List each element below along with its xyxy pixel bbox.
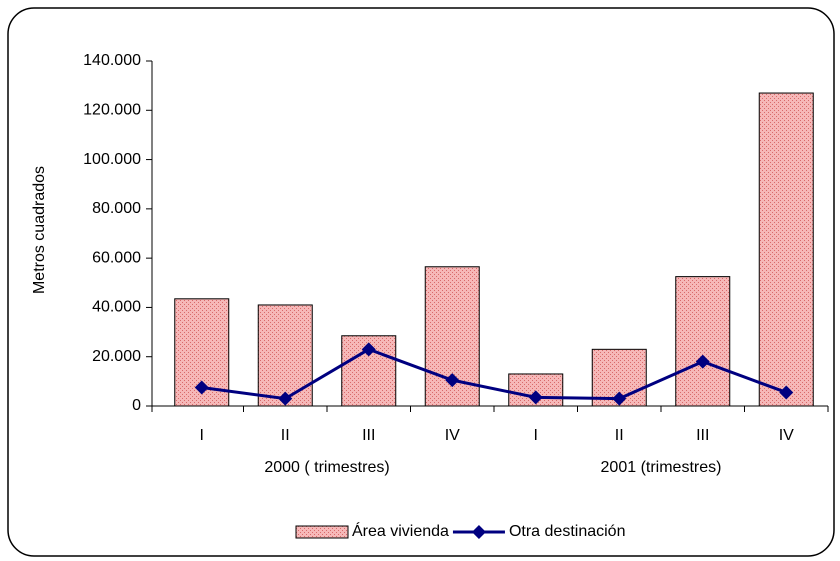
x-tick-label: II [615, 427, 624, 444]
bar [257, 304, 313, 407]
legend-marker [471, 525, 486, 539]
legend-swatch [295, 525, 349, 539]
line-marker [528, 390, 543, 405]
line-marker [194, 380, 209, 395]
x-tick-label: IV [445, 427, 460, 444]
category-group-label: 2000 ( trimestres) [264, 459, 389, 476]
x-tick-label: II [281, 427, 290, 444]
line-marker [695, 354, 710, 369]
y-axis-title: Metros cuadrados [31, 166, 48, 294]
y-tick-label: 120.000 [83, 102, 141, 119]
line [201, 347, 787, 401]
x-tick-label: IV [779, 427, 794, 444]
chart-frame [7, 7, 835, 557]
legend-label: Área vivienda [352, 521, 449, 540]
bar [758, 92, 814, 407]
bar [675, 276, 731, 407]
y-tick-label: 60.000 [92, 249, 141, 266]
y-tick-label: 40.000 [92, 299, 141, 316]
line-marker [779, 385, 794, 400]
line-marker [278, 391, 293, 406]
y-tick-label: 100.000 [83, 151, 141, 168]
x-tick-label: III [696, 427, 709, 444]
category-group-label: 2001 (trimestres) [601, 459, 722, 476]
x-tick-label: III [362, 427, 375, 444]
y-tick-label: 140.000 [83, 52, 141, 69]
line-marker [612, 391, 627, 406]
x-tick-label: I [534, 427, 538, 444]
x-tick-label: I [200, 427, 204, 444]
y-tick-label: 20.000 [92, 348, 141, 365]
line-marker [445, 373, 460, 388]
y-tick-label: 80.000 [92, 200, 141, 217]
legend-label: Otra destinación [509, 523, 626, 540]
y-tick-label: 0 [132, 397, 141, 414]
line-marker [361, 342, 376, 357]
